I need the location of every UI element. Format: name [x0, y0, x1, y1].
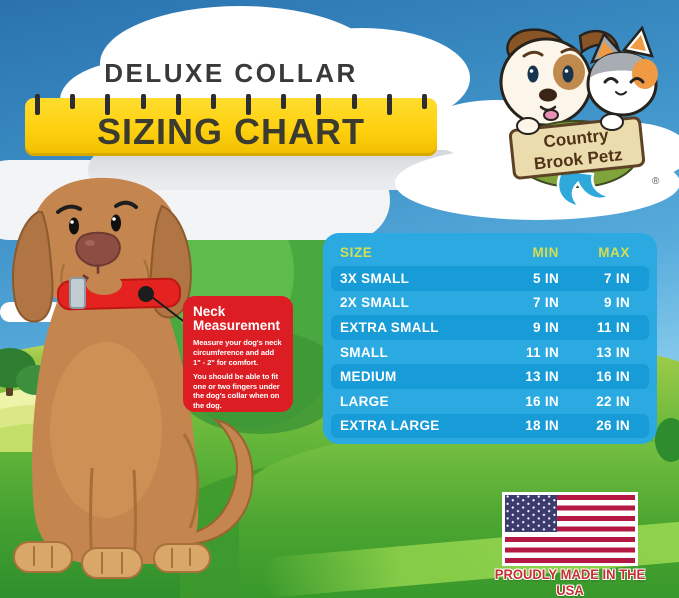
cell-max: 13 IN	[596, 344, 630, 360]
dog-chin	[86, 273, 122, 295]
cell-min: 5 IN	[533, 270, 559, 286]
callout-title: Neck Measurement	[193, 304, 281, 334]
bush-icon	[655, 418, 679, 462]
ruler-tick	[175, 94, 181, 115]
cell-size: 3X SMALL	[340, 270, 410, 286]
ruler-tick	[386, 94, 392, 115]
logo-banner: Country Brook Petz	[508, 116, 646, 180]
logo-dog-nose-icon	[539, 88, 557, 102]
ruler-tick	[105, 94, 111, 115]
ruler-tick	[140, 94, 146, 109]
cell-size: LARGE	[340, 393, 389, 409]
cell-max: 11 IN	[596, 319, 630, 335]
table-row: 2X SMALL 7 IN 9 IN	[331, 291, 649, 316]
table-row: 3X SMALL 5 IN 7 IN	[331, 266, 649, 291]
callout-body: You should be able to fit one or two fin…	[193, 371, 280, 411]
brand-logo: Country Brook Petz ®	[499, 25, 660, 208]
dog-tail	[184, 418, 254, 546]
logo-water-icon	[556, 168, 614, 208]
cell-min: 18 IN	[525, 418, 559, 434]
logo-dog-tongue	[543, 109, 559, 121]
collar-buckle	[69, 277, 86, 309]
callout-body: Measure your dog's neck circumference an…	[193, 338, 282, 367]
ruler-tick	[316, 94, 322, 115]
table-header-row: SIZE MIN MAX	[331, 239, 649, 266]
usa-flag-icon	[502, 492, 638, 566]
col-header-size: SIZE	[340, 245, 373, 260]
cell-min: 7 IN	[533, 295, 559, 311]
cell-size: EXTRA SMALL	[340, 319, 439, 335]
col-header-min: MIN	[532, 245, 559, 260]
table-row: LARGE 16 IN 22 IN	[331, 389, 649, 414]
col-header-max: MAX	[598, 245, 630, 260]
cell-size: EXTRA LARGE	[340, 418, 440, 434]
cell-size: MEDIUM	[340, 369, 397, 385]
cell-max: 22 IN	[596, 393, 630, 409]
cell-min: 9 IN	[533, 319, 559, 335]
ruler-tick	[35, 94, 40, 115]
title-kicker: DELUXE COLLAR	[104, 58, 358, 88]
table-row: MEDIUM 13 IN 16 IN	[331, 364, 649, 389]
cell-min: 13 IN	[525, 369, 559, 385]
dog-paws	[13, 541, 211, 579]
logo-paw-icon	[516, 117, 540, 135]
dog-nose-icon	[75, 231, 121, 267]
collar-ring	[138, 286, 154, 302]
page-title: SIZING CHART	[97, 111, 365, 152]
flag-canton	[505, 495, 557, 532]
cell-max: 26 IN	[596, 418, 630, 434]
ruler-tick	[70, 94, 76, 109]
callout-bubble: Neck Measurement Measure your dog's neck…	[183, 296, 293, 412]
cell-min: 16 IN	[525, 393, 559, 409]
logo-cat-patch	[632, 59, 658, 89]
cell-size: 2X SMALL	[340, 295, 410, 311]
ruler-tick	[281, 94, 287, 109]
ruler-tick	[421, 94, 427, 109]
cell-max: 9 IN	[604, 295, 630, 311]
cell-max: 16 IN	[596, 369, 630, 385]
ruler-banner: SIZING CHART	[25, 94, 437, 156]
ruler-tick	[246, 94, 252, 115]
table-row: EXTRA SMALL 9 IN 11 IN	[331, 315, 649, 340]
made-in-usa-label: PROUDLY MADE IN THE USA	[494, 566, 646, 598]
cell-max: 7 IN	[604, 270, 630, 286]
dog-ear-icon	[12, 211, 54, 323]
ruler-ticks	[35, 94, 427, 116]
logo-dog-muzzle	[524, 88, 572, 122]
ruler-tick	[351, 94, 357, 109]
table-row: SMALL 11 IN 13 IN	[331, 340, 649, 365]
registered-mark: ®	[652, 176, 660, 187]
logo-paw-icon	[600, 113, 624, 131]
ruler-tick	[210, 94, 216, 109]
size-table: SIZE MIN MAX 3X SMALL 5 IN 7 IN 2X SMALL…	[323, 233, 657, 444]
cell-size: SMALL	[340, 344, 388, 360]
cell-min: 11 IN	[525, 344, 559, 360]
table-row: EXTRA LARGE 18 IN 26 IN	[331, 413, 649, 439]
dog-chest	[50, 342, 162, 518]
